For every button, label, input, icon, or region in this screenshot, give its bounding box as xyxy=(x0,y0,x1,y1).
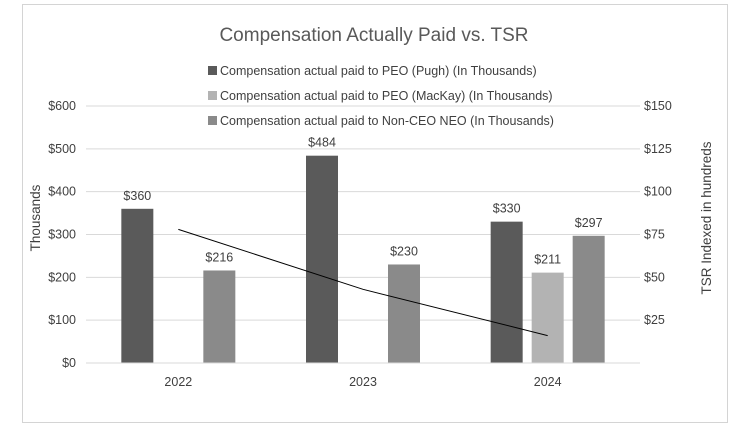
bar-2022-series-1 xyxy=(121,208,154,363)
data-label-2024-series-1: $330 xyxy=(493,202,521,216)
chart-title: Compensation Actually Paid vs. TSR xyxy=(219,25,528,46)
data-label-2022-series-3: $216 xyxy=(205,250,233,264)
y-axis-ticks: $0 $100 $200 $300 $400 $500 $600 xyxy=(48,99,76,370)
x-tick-label: 2022 xyxy=(164,375,192,389)
y2-tick-label: $150 xyxy=(644,99,672,113)
y-tick-label: $0 xyxy=(62,356,76,370)
y-tick-label: $200 xyxy=(48,270,76,284)
legend-swatch-2 xyxy=(208,91,217,100)
tsr-line xyxy=(178,228,548,337)
bar-2023-series-3 xyxy=(388,264,420,363)
x-axis-ticks: 2022 2023 2024 xyxy=(86,362,640,389)
y-axis-title: Thousands xyxy=(28,184,43,251)
bar-2024-series-1 xyxy=(490,221,523,363)
x-tick-label: 2023 xyxy=(349,375,377,389)
legend-label-1: Compensation actual paid to PEO (Pugh) (… xyxy=(220,64,537,78)
data-label-2022-series-1: $360 xyxy=(123,189,151,203)
data-label-2024-series-3: $297 xyxy=(575,216,603,230)
y2-tick-label: $50 xyxy=(644,270,665,284)
y-tick-label: $300 xyxy=(48,228,76,242)
y2-tick-label: $100 xyxy=(644,185,672,199)
y-tick-label: $400 xyxy=(48,185,76,199)
y-tick-label: $600 xyxy=(48,99,76,113)
y2-axis-title: TSR Indexed in hundreds xyxy=(699,141,714,294)
data-labels: $360 $216 $484 $230 $330 $211 $297 xyxy=(123,136,602,267)
tsr-series-line xyxy=(178,228,548,337)
legend: Compensation actual paid to PEO (Pugh) (… xyxy=(208,64,554,128)
bar-2024-series-3 xyxy=(572,235,605,363)
y2-tick-label: $25 xyxy=(644,313,665,327)
y-tick-label: $100 xyxy=(48,313,76,327)
bar-2024-series-2 xyxy=(531,272,564,363)
legend-swatch-3 xyxy=(208,116,217,125)
legend-label-2: Compensation actual paid to PEO (MacKay)… xyxy=(220,89,553,103)
y2-tick-label: $125 xyxy=(644,142,672,156)
legend-swatch-1 xyxy=(208,66,217,75)
legend-label-3: Compensation actual paid to Non-CEO NEO … xyxy=(220,114,554,128)
bar-2023-series-1 xyxy=(306,155,338,363)
y-tick-label: $500 xyxy=(48,142,76,156)
y2-tick-label: $75 xyxy=(644,228,665,242)
bar-2022-series-3 xyxy=(203,270,236,363)
data-label-2023-series-3: $230 xyxy=(390,244,418,258)
y2-axis-ticks: $25 $50 $75 $100 $125 $150 xyxy=(644,99,672,327)
data-label-2024-series-2: $211 xyxy=(534,253,561,267)
data-label-2023-series-1: $484 xyxy=(308,136,336,150)
x-tick-label: 2024 xyxy=(534,375,562,389)
bars xyxy=(121,155,605,363)
